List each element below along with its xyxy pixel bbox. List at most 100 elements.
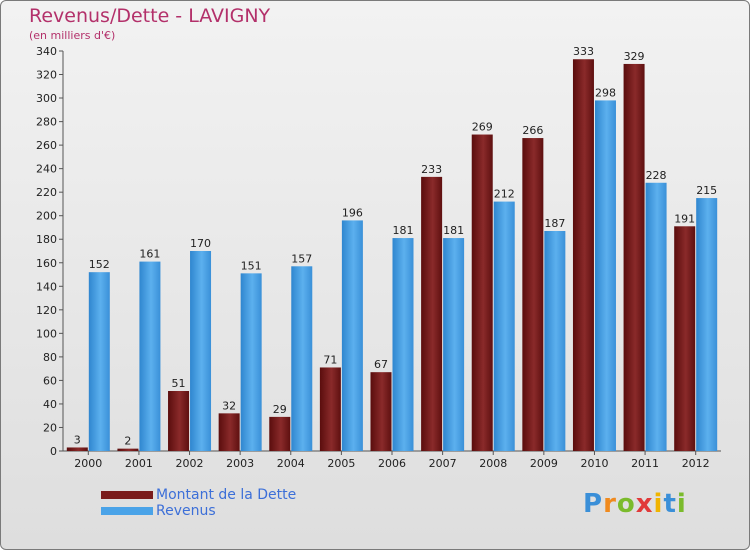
bar-debt — [218, 413, 240, 451]
y-tick-label: 160 — [36, 257, 57, 270]
data-label-revenue: 187 — [544, 217, 565, 230]
data-label-debt: 2 — [124, 435, 131, 448]
bar-revenue — [88, 272, 110, 451]
bar-debt — [471, 134, 493, 451]
bar-debt — [168, 391, 190, 451]
bar-revenue — [392, 238, 414, 451]
data-label-debt: 333 — [573, 45, 594, 58]
data-label-revenue: 196 — [342, 206, 363, 219]
bar-debt — [66, 447, 88, 451]
logo-letter: t — [663, 489, 677, 519]
y-tick-label: 20 — [43, 421, 57, 434]
data-label-debt: 266 — [522, 124, 543, 137]
data-label-debt: 191 — [674, 212, 695, 225]
x-tick-label: 2002 — [176, 457, 204, 470]
bar-debt — [370, 372, 392, 451]
legend-label-revenue: Revenus — [156, 503, 216, 519]
data-label-revenue: 215 — [696, 184, 717, 197]
bar-revenue — [291, 266, 313, 451]
y-tick-label: 260 — [36, 139, 57, 152]
bars: 3 152 2 161 51 170 32 151 29 157 71 196 67 181 233 181 2… — [66, 45, 718, 452]
data-label-revenue: 181 — [393, 224, 414, 237]
bar-debt — [421, 176, 443, 451]
bar-debt — [623, 63, 645, 452]
bar-revenue — [240, 273, 262, 451]
bar-revenue — [594, 100, 616, 451]
y-tick-label: 280 — [36, 116, 57, 129]
x-tick-label: 2010 — [580, 457, 608, 470]
legend-swatch-revenue — [101, 507, 153, 515]
x-tick-label: 2006 — [378, 457, 406, 470]
bar-revenue — [493, 201, 515, 451]
data-label-debt: 67 — [374, 358, 388, 371]
data-label-debt: 71 — [323, 353, 337, 366]
legend-label-debt: Montant de la Dette — [156, 487, 297, 503]
y-tick-label: 200 — [36, 210, 57, 223]
data-label-debt: 29 — [273, 403, 287, 416]
x-tick-label: 2005 — [327, 457, 355, 470]
y-tick-label: 340 — [36, 45, 57, 58]
x-tick-label: 2001 — [125, 457, 153, 470]
data-label-revenue: 152 — [89, 258, 110, 271]
y-tick-label: 180 — [36, 233, 57, 246]
bar-revenue — [190, 251, 212, 451]
y-tick-label: 100 — [36, 327, 57, 340]
y-tick-label: 220 — [36, 186, 57, 199]
y-tick-label: 320 — [36, 69, 57, 82]
x-tick-label: 2004 — [277, 457, 305, 470]
logo-letter: i — [676, 489, 687, 519]
x-tick-label: 2011 — [631, 457, 659, 470]
x-tick-label: 2007 — [429, 457, 457, 470]
logo-letter: x — [635, 489, 654, 519]
x-tick-label: 2012 — [682, 457, 710, 470]
y-tick-label: 80 — [43, 351, 57, 364]
data-label-revenue: 161 — [139, 248, 160, 261]
bar-debt — [319, 367, 341, 451]
data-label-revenue: 228 — [646, 169, 667, 182]
data-label-debt: 329 — [624, 50, 645, 63]
logo-letter: r — [603, 489, 617, 519]
data-label-revenue: 212 — [494, 188, 515, 201]
data-label-debt: 32 — [222, 399, 236, 412]
chart-title: Revenus/Dette - LAVIGNY — [29, 5, 271, 27]
y-tick-label: 60 — [43, 374, 57, 387]
x-axis: 2000 2001 2002 2003 2004 2005 2006 2007 2008 2009… — [63, 450, 721, 470]
x-tick-label: 2003 — [226, 457, 254, 470]
bar-debt — [522, 138, 544, 451]
data-label-debt: 51 — [172, 377, 186, 390]
y-tick-label: 0 — [50, 445, 57, 458]
data-label-revenue: 157 — [291, 252, 312, 265]
y-tick-label: 140 — [36, 280, 57, 293]
legend-swatch-debt — [101, 491, 153, 499]
data-label-revenue: 181 — [443, 224, 464, 237]
proxiti-logo: Proxiti — [583, 489, 687, 519]
data-label-revenue: 151 — [241, 259, 262, 272]
bar-debt — [269, 416, 291, 451]
x-tick-label: 2009 — [530, 457, 558, 470]
bar-revenue — [544, 231, 566, 451]
y-axis: 0 20 40 60 80 100 120 140 160 180 200 220 240 260 280 3… — [36, 45, 64, 458]
data-label-debt: 269 — [472, 121, 493, 134]
logo-letter: o — [616, 489, 636, 519]
chart-subtitle: (en milliers d'€) — [29, 29, 116, 42]
bar-revenue — [341, 220, 363, 451]
y-tick-label: 40 — [43, 398, 57, 411]
bar-revenue — [696, 198, 718, 451]
y-tick-label: 120 — [36, 304, 57, 317]
bar-debt — [117, 448, 139, 451]
bar-revenue — [645, 182, 667, 451]
data-label-revenue: 298 — [595, 86, 616, 99]
logo-letter: P — [583, 489, 604, 519]
x-tick-label: 2008 — [479, 457, 507, 470]
bar-debt — [572, 59, 594, 452]
bar-revenue — [443, 238, 465, 451]
data-label-debt: 233 — [421, 163, 442, 176]
data-label-debt: 3 — [74, 433, 81, 446]
logo-letter: i — [653, 489, 664, 519]
y-tick-label: 300 — [36, 92, 57, 105]
bar-debt — [674, 226, 696, 451]
data-label-revenue: 170 — [190, 237, 211, 250]
y-tick-label: 240 — [36, 163, 57, 176]
